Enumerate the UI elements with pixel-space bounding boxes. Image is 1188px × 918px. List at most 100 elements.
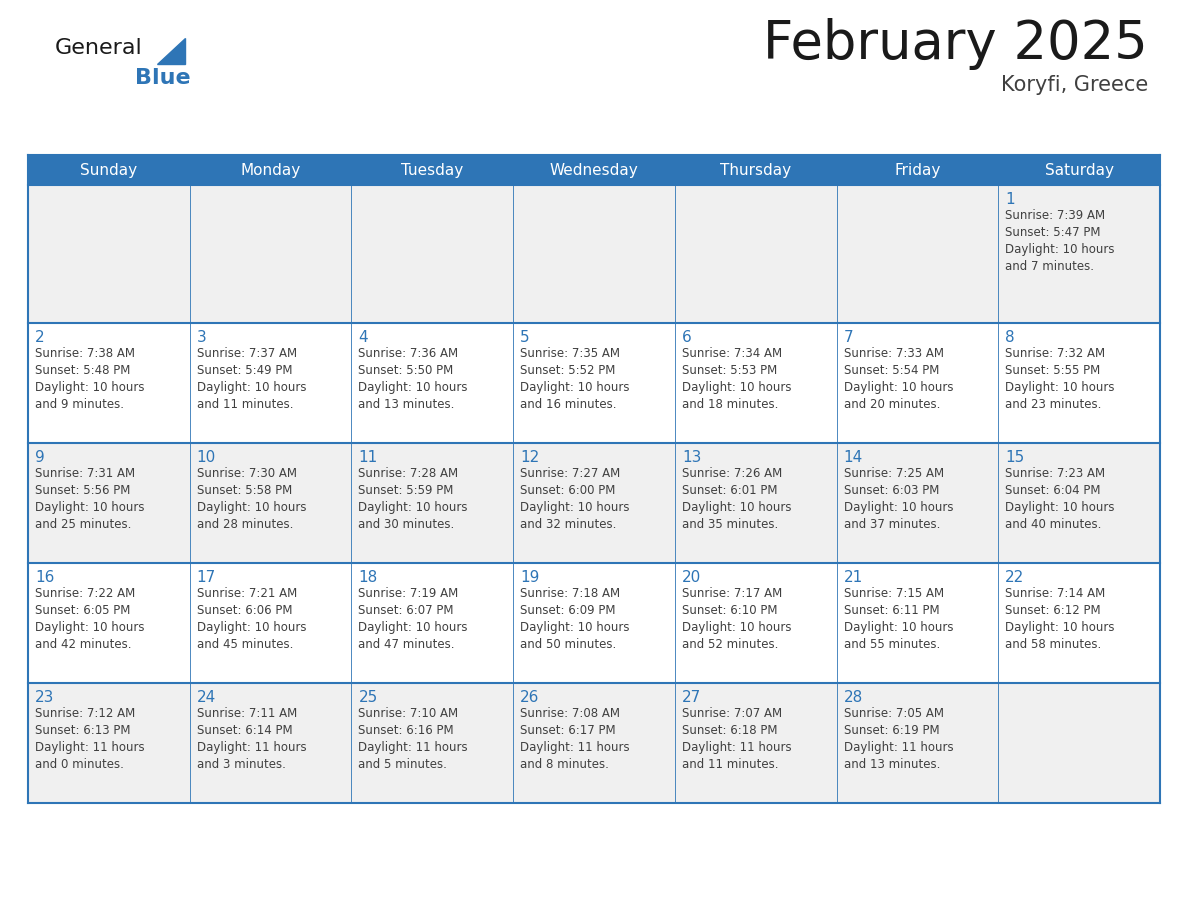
Text: Sunrise: 7:31 AM: Sunrise: 7:31 AM bbox=[34, 467, 135, 480]
Text: and 8 minutes.: and 8 minutes. bbox=[520, 758, 609, 771]
Text: Sunset: 6:19 PM: Sunset: 6:19 PM bbox=[843, 724, 940, 737]
Text: Sunset: 6:00 PM: Sunset: 6:00 PM bbox=[520, 484, 615, 497]
Text: 10: 10 bbox=[197, 450, 216, 465]
Text: 23: 23 bbox=[34, 690, 55, 705]
Text: Sunset: 5:58 PM: Sunset: 5:58 PM bbox=[197, 484, 292, 497]
Text: Sunrise: 7:34 AM: Sunrise: 7:34 AM bbox=[682, 347, 782, 360]
Text: and 42 minutes.: and 42 minutes. bbox=[34, 638, 132, 651]
Text: Sunrise: 7:19 AM: Sunrise: 7:19 AM bbox=[359, 587, 459, 600]
Bar bbox=[29, 443, 1159, 563]
Bar bbox=[29, 683, 1159, 803]
Text: Sunrise: 7:26 AM: Sunrise: 7:26 AM bbox=[682, 467, 782, 480]
Text: 20: 20 bbox=[682, 570, 701, 585]
Text: Sunrise: 7:30 AM: Sunrise: 7:30 AM bbox=[197, 467, 297, 480]
Text: Sunday: Sunday bbox=[81, 163, 138, 178]
Text: Sunset: 6:17 PM: Sunset: 6:17 PM bbox=[520, 724, 615, 737]
Text: 21: 21 bbox=[843, 570, 862, 585]
Text: and 50 minutes.: and 50 minutes. bbox=[520, 638, 617, 651]
Text: Sunrise: 7:27 AM: Sunrise: 7:27 AM bbox=[520, 467, 620, 480]
Text: Sunset: 5:52 PM: Sunset: 5:52 PM bbox=[520, 364, 615, 377]
Text: Sunset: 6:09 PM: Sunset: 6:09 PM bbox=[520, 604, 615, 617]
Text: Sunset: 5:50 PM: Sunset: 5:50 PM bbox=[359, 364, 454, 377]
Text: Daylight: 11 hours: Daylight: 11 hours bbox=[520, 741, 630, 754]
Text: Sunset: 5:49 PM: Sunset: 5:49 PM bbox=[197, 364, 292, 377]
Text: Daylight: 10 hours: Daylight: 10 hours bbox=[843, 501, 953, 514]
Text: Sunset: 6:01 PM: Sunset: 6:01 PM bbox=[682, 484, 777, 497]
Text: Sunset: 6:05 PM: Sunset: 6:05 PM bbox=[34, 604, 131, 617]
Text: and 5 minutes.: and 5 minutes. bbox=[359, 758, 448, 771]
Text: Daylight: 10 hours: Daylight: 10 hours bbox=[1005, 243, 1114, 256]
Text: Daylight: 10 hours: Daylight: 10 hours bbox=[843, 381, 953, 394]
Text: 22: 22 bbox=[1005, 570, 1024, 585]
Text: Sunrise: 7:18 AM: Sunrise: 7:18 AM bbox=[520, 587, 620, 600]
Text: Daylight: 10 hours: Daylight: 10 hours bbox=[359, 381, 468, 394]
Text: Daylight: 10 hours: Daylight: 10 hours bbox=[1005, 381, 1114, 394]
Text: and 45 minutes.: and 45 minutes. bbox=[197, 638, 293, 651]
Text: Sunrise: 7:32 AM: Sunrise: 7:32 AM bbox=[1005, 347, 1105, 360]
Text: and 52 minutes.: and 52 minutes. bbox=[682, 638, 778, 651]
Text: Sunrise: 7:37 AM: Sunrise: 7:37 AM bbox=[197, 347, 297, 360]
Text: Daylight: 10 hours: Daylight: 10 hours bbox=[359, 621, 468, 634]
Text: 28: 28 bbox=[843, 690, 862, 705]
Text: Sunrise: 7:25 AM: Sunrise: 7:25 AM bbox=[843, 467, 943, 480]
Polygon shape bbox=[157, 38, 185, 64]
Text: and 3 minutes.: and 3 minutes. bbox=[197, 758, 285, 771]
Text: Blue: Blue bbox=[135, 68, 190, 88]
Text: Sunset: 5:54 PM: Sunset: 5:54 PM bbox=[843, 364, 939, 377]
Text: Daylight: 10 hours: Daylight: 10 hours bbox=[1005, 501, 1114, 514]
Text: Sunrise: 7:05 AM: Sunrise: 7:05 AM bbox=[843, 707, 943, 720]
Text: 8: 8 bbox=[1005, 330, 1015, 345]
Text: 11: 11 bbox=[359, 450, 378, 465]
Text: Sunset: 5:47 PM: Sunset: 5:47 PM bbox=[1005, 226, 1101, 239]
Text: Sunset: 5:55 PM: Sunset: 5:55 PM bbox=[1005, 364, 1100, 377]
Text: 13: 13 bbox=[682, 450, 701, 465]
Text: Sunrise: 7:35 AM: Sunrise: 7:35 AM bbox=[520, 347, 620, 360]
Text: 18: 18 bbox=[359, 570, 378, 585]
Text: Daylight: 10 hours: Daylight: 10 hours bbox=[520, 621, 630, 634]
Text: Daylight: 10 hours: Daylight: 10 hours bbox=[843, 621, 953, 634]
Text: and 18 minutes.: and 18 minutes. bbox=[682, 398, 778, 411]
Text: 1: 1 bbox=[1005, 192, 1015, 207]
Text: 5: 5 bbox=[520, 330, 530, 345]
Text: Sunrise: 7:23 AM: Sunrise: 7:23 AM bbox=[1005, 467, 1105, 480]
Text: and 35 minutes.: and 35 minutes. bbox=[682, 518, 778, 531]
Text: Daylight: 10 hours: Daylight: 10 hours bbox=[197, 381, 307, 394]
Text: Daylight: 11 hours: Daylight: 11 hours bbox=[197, 741, 307, 754]
Text: and 7 minutes.: and 7 minutes. bbox=[1005, 260, 1094, 273]
Text: and 9 minutes.: and 9 minutes. bbox=[34, 398, 124, 411]
Text: and 28 minutes.: and 28 minutes. bbox=[197, 518, 293, 531]
Text: 25: 25 bbox=[359, 690, 378, 705]
Text: Sunrise: 7:14 AM: Sunrise: 7:14 AM bbox=[1005, 587, 1106, 600]
Text: 4: 4 bbox=[359, 330, 368, 345]
Text: Sunrise: 7:28 AM: Sunrise: 7:28 AM bbox=[359, 467, 459, 480]
Text: 14: 14 bbox=[843, 450, 862, 465]
Text: Daylight: 10 hours: Daylight: 10 hours bbox=[197, 621, 307, 634]
Text: Sunset: 6:07 PM: Sunset: 6:07 PM bbox=[359, 604, 454, 617]
Text: 9: 9 bbox=[34, 450, 45, 465]
Text: 24: 24 bbox=[197, 690, 216, 705]
Text: Daylight: 10 hours: Daylight: 10 hours bbox=[682, 621, 791, 634]
Text: Daylight: 11 hours: Daylight: 11 hours bbox=[34, 741, 145, 754]
Text: Daylight: 11 hours: Daylight: 11 hours bbox=[359, 741, 468, 754]
Text: Sunset: 5:48 PM: Sunset: 5:48 PM bbox=[34, 364, 131, 377]
Text: 6: 6 bbox=[682, 330, 691, 345]
Text: 16: 16 bbox=[34, 570, 55, 585]
Text: Daylight: 11 hours: Daylight: 11 hours bbox=[843, 741, 953, 754]
Text: 2: 2 bbox=[34, 330, 45, 345]
Text: 26: 26 bbox=[520, 690, 539, 705]
Text: Sunset: 6:06 PM: Sunset: 6:06 PM bbox=[197, 604, 292, 617]
Text: Daylight: 10 hours: Daylight: 10 hours bbox=[34, 381, 145, 394]
Text: and 13 minutes.: and 13 minutes. bbox=[359, 398, 455, 411]
Text: Sunset: 6:03 PM: Sunset: 6:03 PM bbox=[843, 484, 939, 497]
Text: 19: 19 bbox=[520, 570, 539, 585]
Text: Sunset: 6:18 PM: Sunset: 6:18 PM bbox=[682, 724, 777, 737]
Text: February 2025: February 2025 bbox=[763, 18, 1148, 70]
Text: and 25 minutes.: and 25 minutes. bbox=[34, 518, 132, 531]
Text: Sunrise: 7:11 AM: Sunrise: 7:11 AM bbox=[197, 707, 297, 720]
Text: and 32 minutes.: and 32 minutes. bbox=[520, 518, 617, 531]
Text: Daylight: 10 hours: Daylight: 10 hours bbox=[520, 381, 630, 394]
Text: Sunrise: 7:22 AM: Sunrise: 7:22 AM bbox=[34, 587, 135, 600]
Text: Sunrise: 7:21 AM: Sunrise: 7:21 AM bbox=[197, 587, 297, 600]
Text: Sunset: 5:59 PM: Sunset: 5:59 PM bbox=[359, 484, 454, 497]
Text: Friday: Friday bbox=[895, 163, 941, 178]
